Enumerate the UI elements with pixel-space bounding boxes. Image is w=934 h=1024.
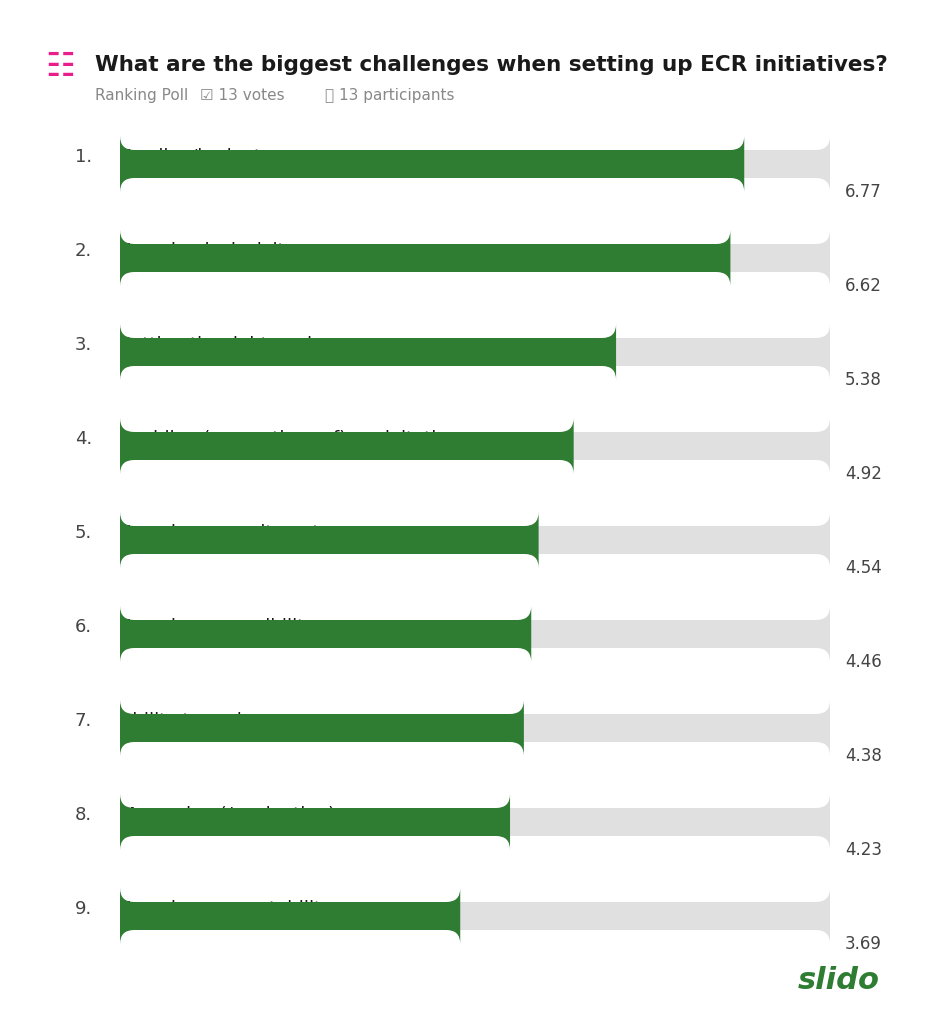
Text: Ensuring accountability: Ensuring accountability — [120, 900, 332, 918]
Text: 1.: 1. — [75, 148, 92, 166]
Text: Ensuring inclusivity: Ensuring inclusivity — [120, 242, 295, 260]
FancyBboxPatch shape — [120, 324, 830, 380]
FancyBboxPatch shape — [120, 324, 616, 380]
Text: Measuring (/evaluating) success: Measuring (/evaluating) success — [120, 806, 411, 824]
FancyBboxPatch shape — [120, 606, 830, 662]
Text: 4.92: 4.92 — [845, 465, 882, 483]
FancyBboxPatch shape — [120, 794, 830, 850]
Text: 4.46: 4.46 — [845, 653, 882, 671]
Text: 8.: 8. — [75, 806, 92, 824]
Text: Ensuring commitment: Ensuring commitment — [120, 524, 319, 542]
FancyBboxPatch shape — [120, 230, 730, 286]
Text: What are the biggest challenges when setting up ECR initiatives?: What are the biggest challenges when set… — [95, 55, 887, 75]
Text: Avoiding (perceptions of) exploitation: Avoiding (perceptions of) exploitation — [120, 430, 459, 449]
Text: slido: slido — [798, 966, 880, 995]
Text: 4.: 4. — [75, 430, 92, 449]
Text: 5.38: 5.38 — [845, 371, 882, 389]
Text: 6.62: 6.62 — [845, 278, 882, 295]
Text: 3.: 3. — [75, 336, 92, 354]
FancyBboxPatch shape — [120, 512, 539, 568]
Text: 5.: 5. — [75, 524, 92, 542]
Text: 6.: 6. — [75, 618, 92, 636]
Text: Ability to scale: Ability to scale — [120, 712, 253, 730]
FancyBboxPatch shape — [120, 606, 531, 662]
FancyBboxPatch shape — [120, 794, 510, 850]
FancyBboxPatch shape — [120, 888, 460, 944]
Text: ☑ 13 votes: ☑ 13 votes — [200, 88, 285, 103]
Text: Ensuring accessibility: Ensuring accessibility — [120, 618, 315, 636]
Text: Ranking Poll: Ranking Poll — [95, 88, 189, 103]
FancyBboxPatch shape — [120, 888, 830, 944]
FancyBboxPatch shape — [120, 418, 830, 474]
Text: 👥 13 participants: 👥 13 participants — [325, 88, 455, 103]
Text: 7.: 7. — [75, 712, 92, 730]
FancyBboxPatch shape — [120, 136, 830, 193]
Text: 4.54: 4.54 — [845, 559, 882, 577]
Text: 6.77: 6.77 — [845, 183, 882, 201]
Text: 3.69: 3.69 — [845, 935, 882, 953]
Text: 9.: 9. — [75, 900, 92, 918]
FancyBboxPatch shape — [120, 230, 830, 286]
FancyBboxPatch shape — [120, 700, 830, 756]
Text: Funding/budgets: Funding/budgets — [120, 148, 271, 166]
Text: ☷: ☷ — [45, 50, 75, 83]
Text: 2.: 2. — [75, 242, 92, 260]
Text: 4.38: 4.38 — [845, 746, 882, 765]
FancyBboxPatch shape — [120, 136, 744, 193]
FancyBboxPatch shape — [120, 700, 524, 756]
FancyBboxPatch shape — [120, 512, 830, 568]
Text: 4.23: 4.23 — [845, 841, 882, 859]
Text: Setting the right goals: Setting the right goals — [120, 336, 321, 354]
FancyBboxPatch shape — [120, 418, 573, 474]
